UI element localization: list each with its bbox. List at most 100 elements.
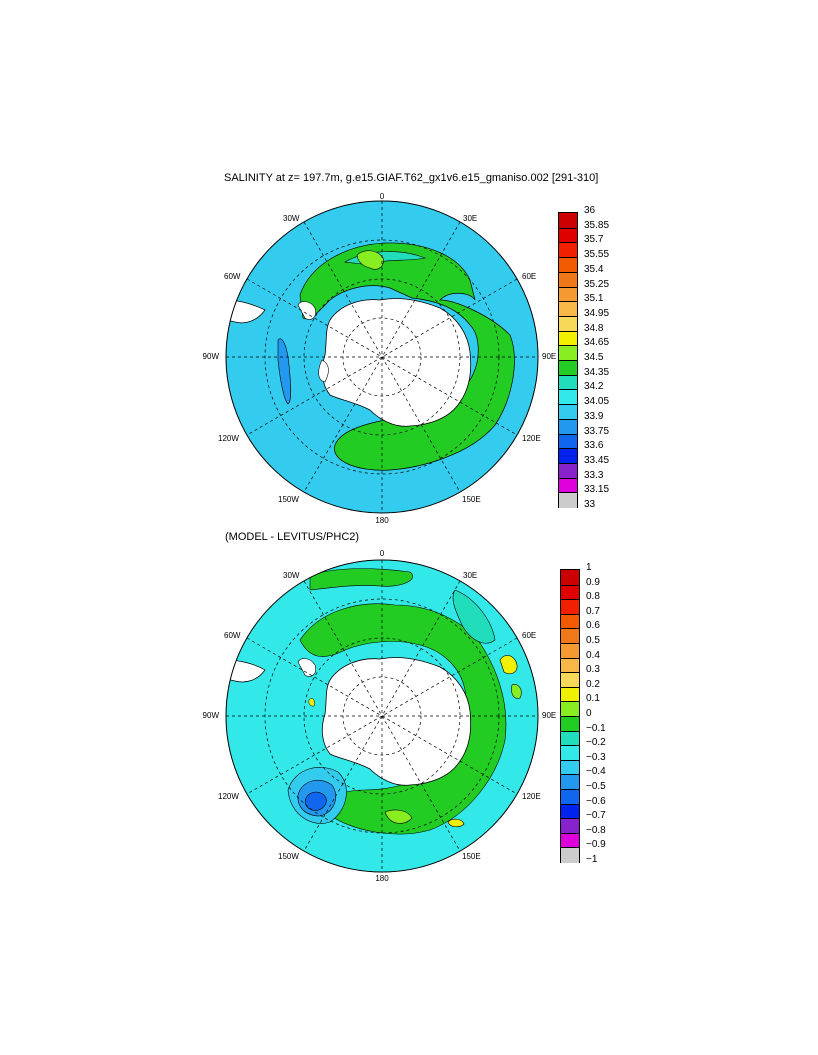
lon-label-180: 180 [375, 516, 389, 525]
colorbar-swatch [559, 242, 577, 259]
colorbar-label: 35.25 [584, 278, 610, 290]
colorbar-swatch [559, 227, 577, 244]
difference-colorbar [560, 569, 580, 863]
lon-label-150e: 150E [462, 852, 481, 861]
colorbar-label: 0 [586, 708, 592, 719]
south-america [226, 299, 266, 324]
colorbar-label: −0.3 [586, 751, 606, 763]
colorbar-label: 0.3 [586, 664, 600, 676]
colorbar-label: 33.6 [584, 440, 604, 452]
salinity-low-tongue [277, 338, 292, 405]
lon-label-90e: 90E [542, 352, 557, 361]
colorbar-swatch [559, 477, 577, 494]
colorbar-swatch [561, 730, 579, 747]
colorbar-swatch [559, 389, 577, 406]
lon-label-60w: 60W [224, 272, 241, 281]
colorbar-swatch [559, 286, 577, 303]
colorbar-swatch [561, 628, 579, 644]
colorbar-label: 33.9 [584, 410, 604, 422]
colorbar-label: 34.8 [584, 322, 604, 334]
colorbar-label: 36 [584, 205, 596, 216]
lon-label-90w: 90W [202, 711, 219, 720]
diff-patch-high [499, 655, 518, 675]
colorbar-swatch [561, 613, 579, 630]
colorbar-label: 33.75 [584, 425, 610, 437]
colorbar-label: 35.7 [584, 234, 604, 246]
lon-label-60e: 60E [522, 631, 537, 640]
colorbar-swatch [561, 803, 579, 820]
colorbar-swatch [561, 701, 579, 717]
colorbar-label: −0.9 [586, 839, 606, 851]
colorbar-label: 33 [584, 499, 596, 510]
colorbar-label: 0.7 [586, 605, 600, 617]
colorbar-swatch [559, 492, 577, 508]
colorbar-swatch [561, 818, 579, 834]
colorbar-label: 0.8 [586, 591, 600, 603]
colorbar-swatch [561, 774, 579, 790]
lon-label-120w: 120W [218, 792, 239, 801]
lon-label-150w: 150W [278, 495, 299, 504]
colorbar-label: 34.35 [584, 366, 610, 378]
colorbar-swatch [561, 570, 579, 585]
lon-label-120e: 120E [522, 434, 541, 443]
colorbar-label: 35.85 [584, 219, 610, 231]
lon-label-150e: 150E [462, 495, 481, 504]
plot1-title: SALINITY at z= 197.7m, g.e15.GIAF.T62_gx… [224, 172, 599, 184]
lon-label-0: 0 [379, 549, 385, 558]
colorbar-label: 34.5 [584, 352, 604, 363]
lon-label-120e: 120E [522, 792, 541, 801]
map1-graticule [226, 201, 538, 513]
colorbar-label: −0.8 [586, 824, 606, 836]
salinity-colorbar [558, 212, 578, 508]
colorbar-label: −1 [586, 854, 598, 865]
colorbar-label: 0.4 [586, 649, 600, 661]
colorbar-swatch [561, 832, 579, 849]
colorbar-label: −0.7 [586, 810, 606, 822]
colorbar-swatch [561, 643, 579, 659]
colorbar-swatch [561, 745, 579, 761]
colorbar-label: 33.3 [584, 469, 604, 481]
colorbar-swatch [559, 360, 577, 376]
colorbar-swatch [559, 462, 577, 479]
lon-label-30e: 30E [463, 571, 478, 580]
colorbar-swatch [561, 657, 579, 674]
colorbar-swatch [559, 257, 577, 273]
colorbar-label: 35.1 [584, 293, 604, 305]
lon-label-180: 180 [375, 874, 389, 883]
colorbar-label: −0.1 [586, 722, 606, 734]
colorbar-label: 33.15 [584, 484, 610, 496]
colorbar-label: −0.2 [586, 737, 606, 749]
lon-label-120w: 120W [218, 434, 239, 443]
colorbar-swatch [559, 315, 577, 332]
colorbar-label: −0.4 [586, 766, 606, 778]
lon-label-150w: 150W [278, 852, 299, 861]
lon-label-90w: 90W [202, 352, 219, 361]
lon-label-60e: 60E [522, 272, 537, 281]
lon-label-30w: 30W [283, 571, 300, 580]
colorbar-swatch [561, 599, 579, 615]
colorbar-swatch [561, 759, 579, 776]
colorbar-swatch [561, 686, 579, 703]
colorbar-label: 1 [586, 562, 592, 573]
lon-label-90e: 90E [542, 711, 557, 720]
colorbar-swatch [561, 789, 579, 805]
colorbar-label: 0.9 [586, 576, 600, 588]
lon-label-60w: 60W [224, 631, 241, 640]
colorbar-label: 33.45 [584, 454, 610, 466]
colorbar-label: 0.5 [586, 635, 600, 646]
plot2-title: (MODEL - LEVITUS/PHC2) [225, 531, 360, 543]
south-america [226, 659, 266, 683]
lon-label-30w: 30W [283, 214, 300, 223]
colorbar-label: −0.5 [586, 781, 606, 792]
colorbar-swatch [561, 716, 579, 732]
colorbar-swatch [559, 301, 577, 317]
colorbar-swatch [559, 418, 577, 435]
colorbar-swatch [561, 672, 579, 688]
colorbar-swatch [559, 404, 577, 420]
colorbar-label: 0.1 [586, 693, 600, 705]
colorbar-label: 34.65 [584, 337, 610, 349]
colorbar-swatch [561, 584, 579, 601]
colorbar-label: 35.55 [584, 249, 610, 261]
